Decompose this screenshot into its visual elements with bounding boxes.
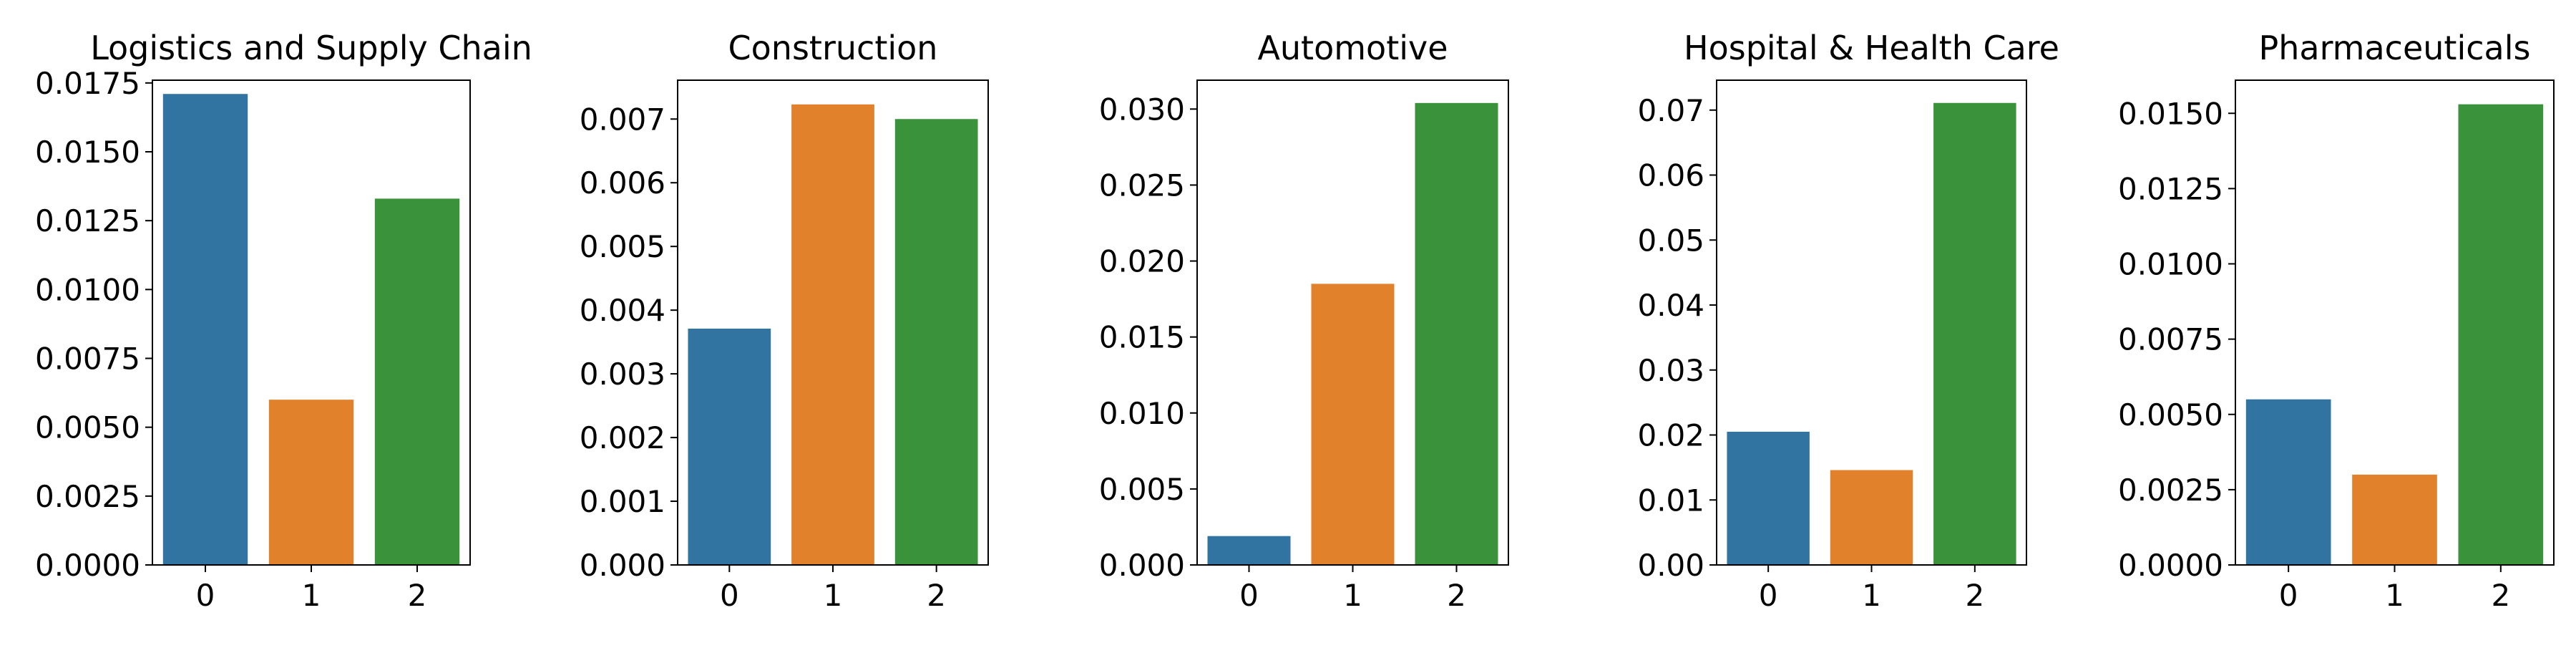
y-tick-label: 0.01	[1637, 483, 1704, 518]
x-tick-label: 1	[824, 578, 843, 613]
y-tick-label: 0.07	[1637, 93, 1704, 128]
y-tick-label: 0.0075	[35, 342, 140, 377]
y-tick-label: 0.0025	[35, 479, 140, 514]
y-tick-label: 0.0150	[35, 135, 140, 170]
x-tick-label: 1	[2385, 578, 2404, 613]
bar	[1207, 536, 1291, 565]
chart-title: Hospital & Health Care	[1684, 29, 2059, 67]
y-tick-label: 0.0050	[35, 410, 140, 445]
bar	[2458, 104, 2544, 565]
y-tick-label: 0.020	[1099, 244, 1185, 279]
y-tick-label: 0.0150	[2118, 96, 2223, 131]
x-tick-label: 1	[302, 578, 321, 613]
y-tick-label: 0.03	[1637, 353, 1704, 388]
x-tick-label: 2	[1447, 578, 1466, 613]
bar	[791, 104, 874, 565]
chart-title: Construction	[728, 29, 938, 67]
y-tick-label: 0.000	[1099, 548, 1185, 583]
y-tick-label: 0.006	[580, 165, 665, 200]
subplot-3: 0.00 0.01 0.02 0.03 0.04 0.05 0.06 0.07 0 1 2 Hospi…	[1637, 29, 2059, 613]
subplot-4: 0.0000 0.0025 0.0050 0.0075 0.0100 0.0125 0.01…	[2118, 29, 2555, 613]
y-tick-label: 0.00	[1637, 548, 1704, 583]
x-tick-label: 0	[1239, 578, 1259, 613]
y-tick-label: 0.001	[580, 484, 665, 519]
subplot-1: 0.000 0.001 0.002 0.003 0.004 0.005 0.006 0.007…	[580, 29, 989, 613]
bar	[374, 198, 460, 565]
y-tick-label: 0.0100	[35, 272, 140, 307]
y-tick-label: 0.005	[580, 229, 665, 264]
x-tick-label: 2	[2491, 578, 2510, 613]
y-tick-label: 0.030	[1099, 92, 1185, 127]
y-tick-label: 0.003	[580, 357, 665, 392]
bar	[1727, 431, 1810, 565]
y-tick-label: 0.04	[1637, 288, 1704, 323]
x-tick-label: 0	[2279, 578, 2298, 613]
x-tick-label: 2	[408, 578, 427, 613]
y-tick-label: 0.007	[580, 102, 665, 137]
y-tick-label: 0.02	[1637, 418, 1704, 453]
bar	[1311, 284, 1395, 565]
bar	[1415, 102, 1498, 565]
chart-title: Pharmaceuticals	[2259, 29, 2531, 67]
chart-title: Automotive	[1257, 29, 1448, 67]
y-tick-label: 0.05	[1637, 223, 1704, 258]
x-tick-label: 0	[720, 578, 739, 613]
y-tick-label: 0.000	[580, 548, 665, 583]
y-tick-label: 0.005	[1099, 472, 1185, 507]
y-tick-label: 0.0050	[2118, 397, 2223, 432]
bar	[2245, 399, 2331, 565]
bar	[894, 119, 978, 565]
y-tick-label: 0.0000	[35, 548, 140, 583]
y-tick-label: 0.06	[1637, 158, 1704, 193]
y-tick-label: 0.010	[1099, 396, 1185, 431]
x-tick-label: 0	[196, 578, 215, 613]
y-tick-label: 0.0000	[2118, 548, 2223, 583]
y-tick-label: 0.0100	[2118, 247, 2223, 282]
y-tick-label: 0.0125	[35, 203, 140, 238]
y-tick-label: 0.004	[580, 293, 665, 328]
bar	[1933, 102, 2016, 565]
bar	[2352, 474, 2437, 565]
x-tick-label: 1	[1343, 578, 1362, 613]
y-tick-label: 0.0025	[2118, 473, 2223, 508]
bar	[162, 94, 248, 566]
x-tick-label: 0	[1759, 578, 1778, 613]
chart-title: Logistics and Supply Chain	[90, 29, 532, 67]
bar	[688, 328, 771, 565]
x-tick-label: 2	[927, 578, 946, 613]
y-tick-label: 0.002	[580, 420, 665, 455]
y-tick-label: 0.0175	[35, 66, 140, 101]
subplot-2: 0.000 0.005 0.010 0.015 0.020 0.025 0.030 0 1 2 Au…	[1099, 29, 1509, 613]
y-tick-label: 0.0075	[2118, 322, 2223, 357]
y-tick-label: 0.025	[1099, 168, 1185, 203]
bar	[1830, 470, 1913, 565]
subplot-0: 0.0000 0.0025 0.0050 0.0075 0.0100 0.0125 0.01…	[35, 29, 532, 613]
y-tick-label: 0.0125	[2118, 171, 2223, 206]
x-tick-label: 1	[1862, 578, 1881, 613]
x-tick-label: 2	[1965, 578, 1984, 613]
bar	[268, 400, 354, 565]
y-tick-label: 0.015	[1099, 320, 1185, 355]
